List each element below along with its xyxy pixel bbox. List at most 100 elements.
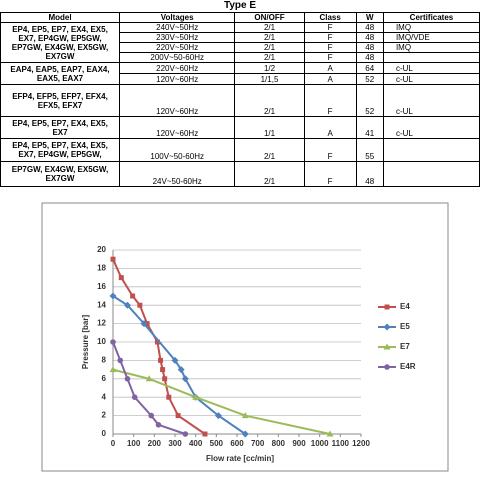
x-tick-label: 300 [168,439,182,448]
x-tick-label: 1000 [311,439,329,448]
legend-label: E5 [400,322,410,331]
cert-cell: c-UL [382,84,480,117]
model-line: EX7 [52,127,68,137]
spec-table: Model Voltages ON/OFF Class W Certificates EP4… [0,12,480,187]
cert-cell: IMQ [382,42,480,53]
x-tick-label: 900 [292,439,306,448]
marker [241,430,249,438]
w-cell: 55 [355,138,384,162]
legend-label: E7 [400,342,410,351]
model-line: EX7GW [45,51,75,61]
header-cell: Voltages [118,12,236,23]
marker [162,376,168,382]
table-title: Type E [223,0,257,11]
class-cell: F [303,84,357,117]
w-cell: 48 [355,161,384,187]
header-cell: ON/OFF [234,12,305,23]
w-cell: 48 [355,22,384,33]
marker [130,293,136,299]
y-tick-label: 2 [102,411,107,420]
x-tick-label: 400 [189,439,203,448]
marker [118,275,124,281]
on-off-cell: 1/1 [234,116,305,139]
model-cell: EAP4, EAP5, EAP7, EAX4, EAX5, EAX7 [0,62,120,85]
marker [155,422,162,428]
legend-label: E4 [400,302,410,311]
model-line: EAX5, EAX7 [36,73,84,83]
table-row: EP4, EP5, EP7, EX4, EX5, EX7, EP4GW, EP5G… [0,22,480,63]
marker [326,430,334,437]
table-row: EP7GW, EX4GW, EX5GW, EX7GW 24V~50-60Hz 2/1 F… [0,161,480,187]
header-cell: Certificates [382,12,480,23]
marker [384,364,390,370]
cert-cell: IMQ [382,22,480,33]
x-tick-label: 600 [230,439,244,448]
x-tick-label: 800 [272,439,286,448]
chart-frame [41,202,449,472]
marker [166,394,172,400]
voltage-cell: 24V~50-60Hz [118,161,236,187]
class-cell: F [303,138,357,162]
marker [182,431,189,437]
model-cell: EFP4, EFP5, EFP7, EFX4, EFX5, EFX7 [0,84,120,117]
class-cell: F [303,32,357,43]
y-axis-label: Pressure [bar] [81,315,90,370]
model-line: EX7GW [45,174,75,183]
table-row: EP4, EP5, EP7, EX4, EX5, EX7, EP4GW, EP5G… [0,138,480,162]
on-off-cell: 1/1,5 [234,73,305,85]
y-tick-label: 6 [102,374,107,383]
marker [124,376,131,382]
model-line: EFP4, EFP5, EFP7, EFX4, [12,91,108,101]
table-row: 220V~50Hz 2/1 F 48 IMQ [1,42,480,53]
class-cell: F [303,52,357,63]
class-cell: A [303,116,357,139]
marker [117,357,124,364]
cert-cell [382,161,480,187]
x-tick-label: 500 [210,439,224,448]
model-line: EX7, EP4GW, EP5GW, [18,33,102,43]
y-tick-label: 4 [102,392,107,401]
marker [109,292,117,300]
marker [384,304,390,310]
model-line: EAP4, EAP5, EAP7, EAX4, [10,64,110,74]
marker [160,367,166,373]
on-off-cell: 2/1 [234,84,305,117]
y-tick-label: 16 [97,282,106,291]
y-tick-label: 20 [97,245,106,254]
model-line: EP7GW, EX4GW, EX5GW, [11,42,109,52]
marker [154,339,160,345]
voltage-cell: 100V~50-60Hz [118,138,236,162]
marker [131,394,138,400]
marker [110,339,116,345]
class-cell: A [303,73,357,85]
cert-cell: IMQ/VDE [382,32,480,43]
marker [214,412,222,420]
w-cell: 48 [355,32,384,43]
cert-cell [382,138,480,162]
cert-cell: c-UL [382,73,480,85]
class-cell: A [303,62,357,74]
voltage-cell: 220V~50Hz [118,42,236,53]
x-tick-label: 0 [111,439,116,448]
header-row: Model Voltages ON/OFF Class W Certificates [0,12,480,23]
legend-label: E4R [400,362,416,371]
header-cell: Class [303,12,357,23]
marker [140,320,148,328]
w-cell: 52 [355,73,384,85]
marker [241,412,249,419]
chart: Flow rate [cc/min] Pressure [bar] 0 2 4 6 8 1… [41,202,449,472]
marker [110,256,116,262]
voltage-cell: 120V~60Hz [118,73,236,85]
marker [181,375,189,383]
model-line: EFX5, EFX7 [37,100,83,110]
w-cell: 48 [355,52,384,63]
w-cell: 52 [355,84,384,117]
cert-cell [382,52,480,63]
y-tick-label: 18 [97,264,106,273]
marker [383,323,391,331]
marker [175,413,181,419]
model-line: EX7, EP4GW, EP5GW, [18,150,102,159]
marker [123,301,131,309]
on-off-cell: 2/1 [234,138,305,162]
x-tick-label: 1100 [332,439,350,448]
